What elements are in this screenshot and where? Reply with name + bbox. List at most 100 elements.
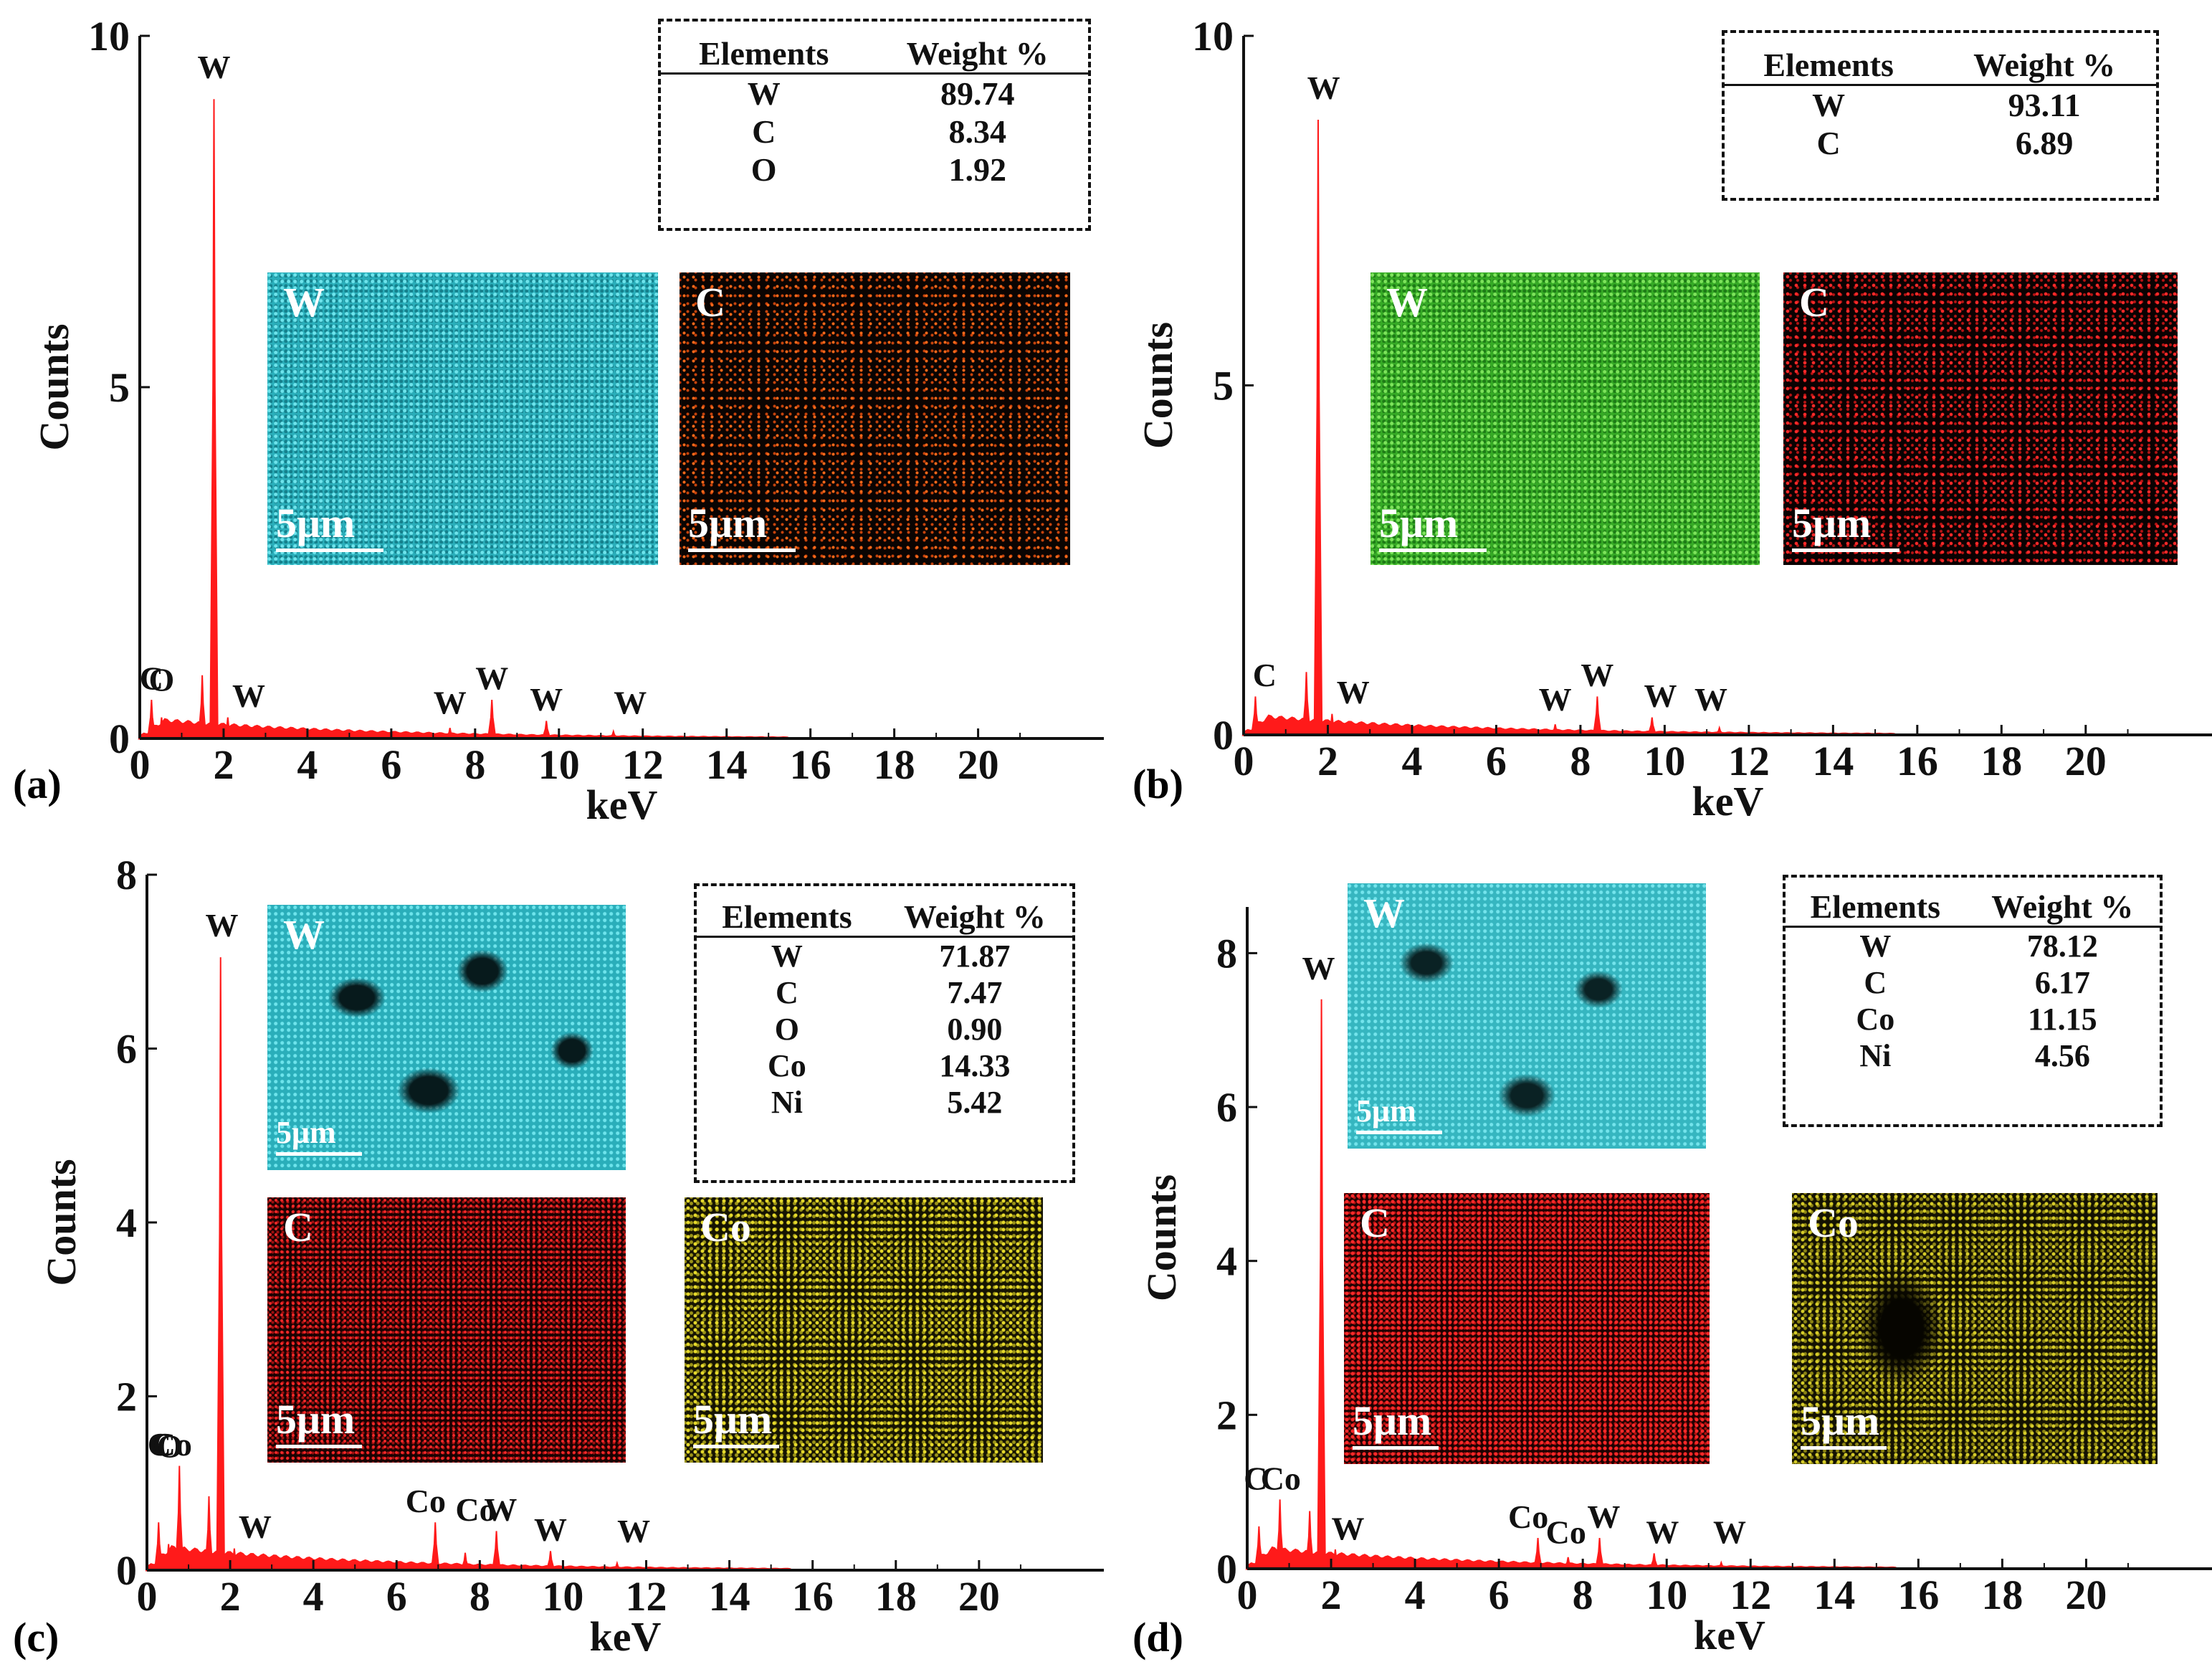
x-tick-label: 8 xyxy=(1570,738,1591,784)
x-axis-label: keV xyxy=(590,1613,662,1660)
panel-label-c: (c) xyxy=(13,1614,59,1661)
scale-bar: 5μm xyxy=(1801,1397,1887,1450)
x-tick-label: 10 xyxy=(1646,1572,1687,1618)
scale-label: 5μm xyxy=(1379,500,1459,546)
map-element-label: W xyxy=(283,279,325,326)
co-map-d: Co 5μm xyxy=(1792,1193,2158,1464)
weight-cell: 11.15 xyxy=(2028,1002,2097,1037)
x-tick-label: 8 xyxy=(464,741,485,788)
x-axis-label: keV xyxy=(586,782,658,828)
scale-bar: 5μm xyxy=(688,499,796,552)
x-tick-label: 0 xyxy=(1237,1572,1258,1618)
x-tick-label: 20 xyxy=(958,741,999,788)
weight-cell: 8.34 xyxy=(948,113,1006,150)
panel-label-d: (d) xyxy=(1133,1614,1183,1661)
table-header-elements: Elements xyxy=(1725,46,1933,86)
scale-bar: 5μm xyxy=(693,1395,779,1448)
weight-cell: 71.87 xyxy=(939,939,1011,974)
peak-label: Co xyxy=(1546,1514,1586,1551)
y-tick-label: 5 xyxy=(109,364,130,411)
w-map-c: W 5μm xyxy=(267,905,626,1170)
spectrum-peak xyxy=(197,675,207,739)
spectrum-background xyxy=(1245,1546,1898,1570)
map-element-label: C xyxy=(1360,1199,1390,1246)
spectrum-peak xyxy=(1254,1526,1264,1569)
x-tick-label: 14 xyxy=(706,741,748,788)
map-element-label: W xyxy=(1386,279,1428,326)
x-tick-label: 2 xyxy=(1321,1572,1342,1618)
scale-label: 5μm xyxy=(1356,1093,1416,1129)
x-tick-label: 18 xyxy=(874,741,915,788)
panel-c: 0 2 4 6 8 10 12 14 16 18 20 0 2 4 6 8 keV Counts W Co C O W Co C… xyxy=(0,839,1104,1677)
peak-label: W xyxy=(1646,1514,1679,1551)
y-tick-label: 2 xyxy=(1216,1392,1237,1438)
w-map-b: W 5μm xyxy=(1370,272,1760,565)
panel-label-a: (a) xyxy=(13,761,62,807)
weight-cell: 14.33 xyxy=(939,1048,1011,1083)
x-tick-label: 4 xyxy=(297,741,318,788)
scale-bar: 5μm xyxy=(1792,499,1899,552)
scale-bar: 5μm xyxy=(1353,1397,1439,1450)
spectrum-peak xyxy=(1251,696,1260,736)
x-tick-label: 0 xyxy=(137,1573,158,1620)
peak-label: W xyxy=(1644,678,1677,714)
spectrum-background xyxy=(1241,714,1897,736)
x-tick-label: 6 xyxy=(381,741,401,788)
element-cell: W xyxy=(747,75,781,112)
element-cell: W xyxy=(1859,928,1892,964)
spectrum-peak xyxy=(1647,717,1657,736)
peak-label: C xyxy=(148,1426,171,1463)
peak-label: W xyxy=(1713,1514,1746,1551)
map-element-label: W xyxy=(283,911,325,958)
map-element-label: C xyxy=(695,279,725,326)
y-axis-label: Counts xyxy=(38,1159,85,1286)
peak-label: W xyxy=(1307,70,1340,106)
spectrum-peak xyxy=(146,700,156,739)
map-element-label: W xyxy=(1363,890,1405,936)
element-cell: C xyxy=(1864,965,1887,1000)
x-tick-label: 8 xyxy=(469,1573,490,1620)
spectrum-peak xyxy=(460,1552,470,1571)
peak-label: Co xyxy=(406,1483,446,1519)
x-tick-label: 4 xyxy=(1405,1572,1426,1618)
x-tick-label: 18 xyxy=(875,1573,917,1620)
y-tick-label: 0 xyxy=(1216,1546,1237,1592)
x-tick-label: 8 xyxy=(1573,1572,1593,1618)
peak-label: W xyxy=(484,1491,517,1528)
peak-label: Co xyxy=(455,1491,495,1528)
y-tick-label: 4 xyxy=(116,1199,137,1246)
spectrum-peak xyxy=(1595,1538,1605,1569)
map-element-label: Co xyxy=(1808,1199,1859,1246)
x-tick-label: 20 xyxy=(958,1573,1000,1620)
table-header-weight: Weight % xyxy=(1965,888,2160,928)
x-tick-label: 14 xyxy=(709,1573,750,1620)
c-map-d: C 5μm xyxy=(1344,1193,1710,1464)
spectrum-peak xyxy=(1592,696,1602,736)
peak-label: C xyxy=(140,660,163,696)
weight-cell: 0.90 xyxy=(947,1012,1003,1047)
spectrum-peak xyxy=(1313,119,1323,736)
spectrum-peak xyxy=(541,721,551,739)
spectrum-peak xyxy=(174,1465,184,1571)
c-map-c: C 5μm xyxy=(267,1197,626,1463)
x-tick-label: 10 xyxy=(1644,738,1685,784)
x-tick-label: 6 xyxy=(1489,1572,1510,1618)
peak-label: C xyxy=(1244,1460,1267,1497)
x-tick-label: 6 xyxy=(1486,738,1507,784)
peak-label: W xyxy=(534,1511,567,1548)
scale-label: 5μm xyxy=(1353,1397,1432,1444)
y-axis-label: Counts xyxy=(1135,322,1181,449)
element-cell: W xyxy=(1812,87,1846,123)
y-tick-label: 10 xyxy=(1192,13,1234,60)
y-tick-label: 4 xyxy=(1216,1238,1237,1285)
element-cell: O xyxy=(750,151,777,188)
weight-cell: 6.89 xyxy=(2015,125,2074,161)
weight-cell: 4.56 xyxy=(2034,1038,2090,1073)
scale-label: 5μm xyxy=(688,500,768,546)
spectrum-peak xyxy=(1302,672,1311,736)
weight-cell: 89.74 xyxy=(940,75,1015,112)
scale-label: 5μm xyxy=(276,1115,336,1150)
